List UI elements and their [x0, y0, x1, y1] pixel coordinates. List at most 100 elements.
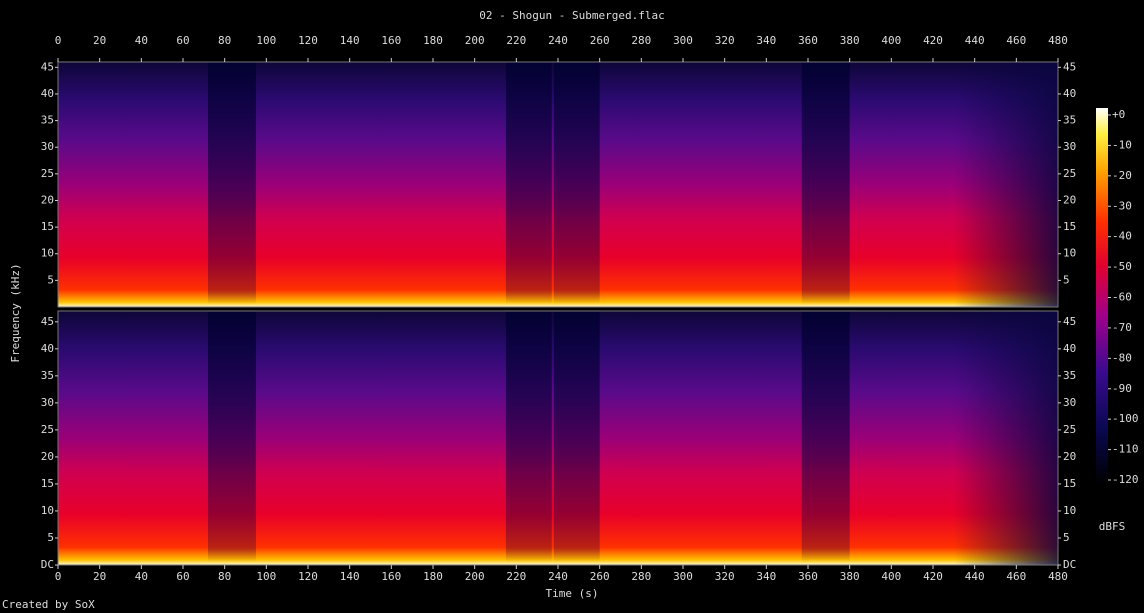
x-tick-label: 120 [298, 570, 318, 583]
x-tick-label-top: 400 [881, 34, 901, 47]
fade-out [953, 311, 1058, 565]
colorbar-tick-label: -100 [1112, 412, 1139, 425]
x-tick-label: 40 [135, 570, 148, 583]
colorbar-label: dBFS [1099, 520, 1126, 533]
x-tick-label: 80 [218, 570, 231, 583]
y-tick-label-right: 10 [1063, 247, 1076, 260]
quiet-region [208, 311, 256, 562]
y-tick-label-right: 30 [1063, 140, 1076, 153]
y-tick-label: 45 [41, 60, 54, 73]
x-tick-label-top: 80 [218, 34, 231, 47]
x-tick-label-top: 440 [965, 34, 985, 47]
y-tick-label: 40 [41, 87, 54, 100]
x-tick-label-top: 220 [506, 34, 526, 47]
y-tick-label: 45 [41, 315, 54, 328]
colorbar-tick-label: -20 [1112, 169, 1132, 182]
y-tick-label: 35 [41, 114, 54, 127]
x-tick-label-top: 40 [135, 34, 148, 47]
y-tick-label: 10 [41, 504, 54, 517]
colorbar-tick-label: -30 [1112, 199, 1132, 212]
x-tick-label-top: 480 [1048, 34, 1068, 47]
y-tick-label: DC [41, 558, 54, 571]
x-tick-label: 240 [548, 570, 568, 583]
y-tick-label-right: 15 [1063, 477, 1076, 490]
y-tick-label: 15 [41, 477, 54, 490]
y-tick-label: 35 [41, 369, 54, 382]
y-tick-label-right: 40 [1063, 87, 1076, 100]
y-tick-label-right: 15 [1063, 220, 1076, 233]
y-tick-label-right: 5 [1063, 273, 1070, 286]
y-tick-label: 30 [41, 140, 54, 153]
y-tick-label-right: 5 [1063, 531, 1070, 544]
x-tick-label-top: 420 [923, 34, 943, 47]
x-tick-label-top: 200 [465, 34, 485, 47]
x-tick-label: 360 [798, 570, 818, 583]
y-tick-label: 40 [41, 342, 54, 355]
x-tick-label-top: 240 [548, 34, 568, 47]
y-axis-label: Frequency (kHz) [9, 263, 22, 362]
x-tick-label: 200 [465, 570, 485, 583]
x-tick-label-top: 380 [840, 34, 860, 47]
x-tick-label: 420 [923, 570, 943, 583]
x-tick-label: 400 [881, 570, 901, 583]
x-tick-label: 160 [381, 570, 401, 583]
x-tick-label-top: 300 [673, 34, 693, 47]
x-axis-label: Time (s) [546, 587, 599, 600]
y-tick-label-right: DC [1063, 558, 1076, 571]
colorbar-tick-label: -80 [1112, 351, 1132, 364]
y-tick-label-right: 45 [1063, 315, 1076, 328]
y-tick-label: 25 [41, 167, 54, 180]
x-tick-label: 0 [55, 570, 62, 583]
y-tick-label-right: 20 [1063, 450, 1076, 463]
x-tick-label: 340 [756, 570, 776, 583]
y-tick-label-right: 10 [1063, 504, 1076, 517]
x-tick-label-top: 180 [423, 34, 443, 47]
x-tick-label: 440 [965, 570, 985, 583]
colorbar-tick-label: -110 [1112, 443, 1139, 456]
y-tick-label-right: 25 [1063, 167, 1076, 180]
x-tick-label: 100 [256, 570, 276, 583]
quiet-region [505, 311, 552, 562]
x-tick-label-top: 460 [1006, 34, 1026, 47]
x-tick-label-top: 260 [590, 34, 610, 47]
y-tick-label-right: 35 [1063, 369, 1076, 382]
x-tick-label: 480 [1048, 570, 1068, 583]
x-tick-label-top: 20 [93, 34, 106, 47]
y-tick-label: 10 [41, 247, 54, 260]
y-tick-label-right: 30 [1063, 396, 1076, 409]
fade-out [953, 62, 1058, 307]
x-tick-label: 460 [1006, 570, 1026, 583]
y-tick-label: 20 [41, 193, 54, 206]
x-tick-label: 380 [840, 570, 860, 583]
x-tick-label-top: 0 [55, 34, 62, 47]
quiet-region [208, 62, 256, 304]
colorbar [1096, 108, 1108, 485]
quiet-region [801, 311, 850, 562]
chart-title: 02 - Shogun - Submerged.flac [479, 9, 664, 22]
x-tick-label: 220 [506, 570, 526, 583]
x-tick-label: 180 [423, 570, 443, 583]
footer: Created by SoX [2, 598, 95, 611]
x-tick-label-top: 100 [256, 34, 276, 47]
y-tick-label-right: 20 [1063, 193, 1076, 206]
colorbar-tick-label: -50 [1112, 260, 1132, 273]
quiet-region [553, 311, 600, 562]
colorbar-tick-label: -70 [1112, 321, 1132, 334]
y-tick-label-right: 25 [1063, 423, 1076, 436]
x-tick-label-top: 320 [715, 34, 735, 47]
quiet-region [505, 62, 552, 304]
x-tick-label: 280 [631, 570, 651, 583]
y-tick-label: 15 [41, 220, 54, 233]
x-tick-label: 320 [715, 570, 735, 583]
colorbar-tick-label: +0 [1112, 108, 1125, 121]
y-tick-label: 20 [41, 450, 54, 463]
x-tick-label-top: 340 [756, 34, 776, 47]
x-tick-label: 140 [340, 570, 360, 583]
x-tick-label-top: 120 [298, 34, 318, 47]
y-tick-label: 25 [41, 423, 54, 436]
y-tick-label-right: 45 [1063, 60, 1076, 73]
x-tick-label-top: 160 [381, 34, 401, 47]
colorbar-tick-label: -10 [1112, 138, 1132, 151]
y-tick-label-right: 40 [1063, 342, 1076, 355]
